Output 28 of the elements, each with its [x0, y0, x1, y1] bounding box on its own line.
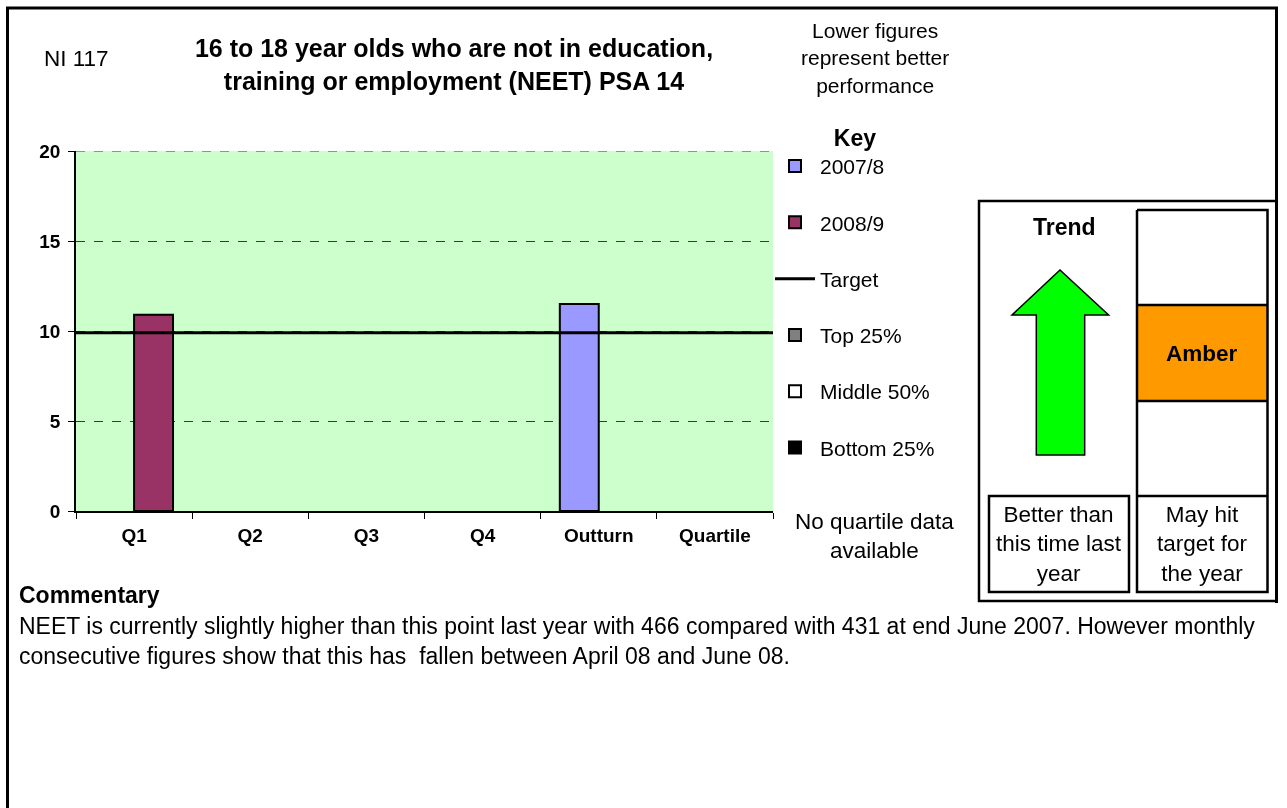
text: Amber	[1166, 341, 1238, 366]
text: May hit target for the year	[1157, 502, 1248, 586]
x-tick-label: Q2	[237, 524, 263, 546]
legend-label: 2008/9	[820, 211, 885, 235]
y-tick-label: 5	[49, 410, 61, 432]
y-tick-label: 10	[39, 320, 61, 342]
y-tick-label: 0	[49, 500, 61, 522]
x-tick-label: Quartile	[679, 524, 751, 546]
legend-title: Key	[833, 124, 877, 151]
legend-label: Target	[820, 267, 879, 291]
legend-label: 2007/8	[820, 155, 885, 179]
chart-title: 16 to 18 year olds who are not in education, training or employment (NEET) PSA 14	[194, 34, 714, 95]
text: Commentary	[19, 582, 160, 608]
text: NI 117	[44, 46, 109, 71]
text: Better than this time last year	[996, 502, 1122, 586]
y-tick-label: 15	[39, 230, 61, 252]
text: NEET is currently slightly higher than this point last year with 466 compared with 431 at end June 2007. However monthly consecutive figures show that this has fallen between April 08 and June 08.	[19, 613, 1256, 669]
x-tick-label: Q4	[469, 524, 496, 546]
text: No quartile data available	[795, 509, 955, 564]
legend-label: Middle 50%	[820, 380, 930, 404]
text: Trend	[1033, 214, 1096, 240]
legend-label: Bottom 25%	[820, 436, 935, 460]
legend-label: Top 25%	[820, 324, 902, 348]
y-tick-label: 20	[39, 140, 61, 162]
x-tick-label: Q3	[353, 524, 380, 546]
text: Lower figures represent better performance	[801, 19, 950, 97]
x-tick-label: Outturn	[563, 524, 634, 546]
x-tick-label: Q1	[121, 524, 148, 546]
